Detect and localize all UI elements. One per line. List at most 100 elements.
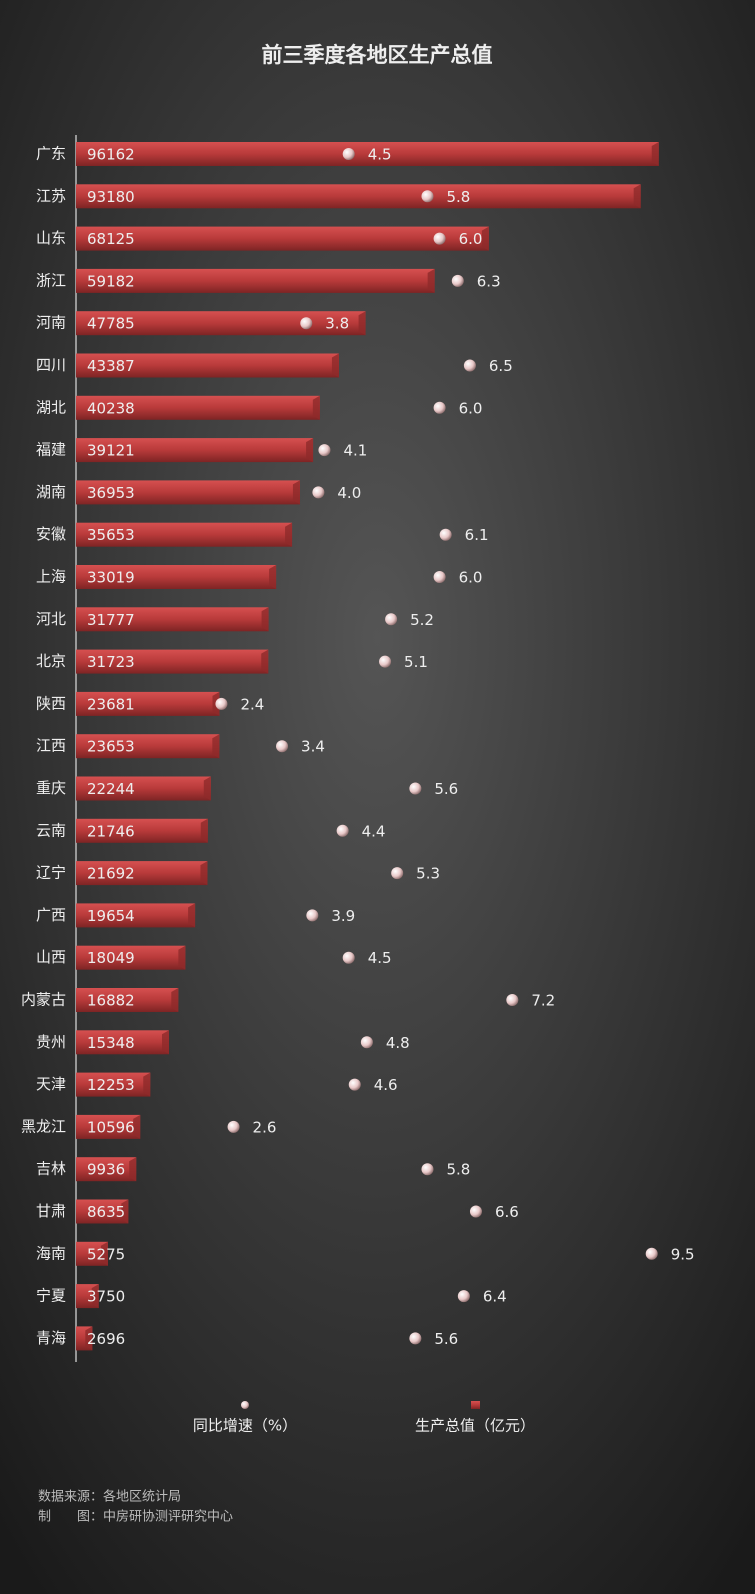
data-label: 2.4 xyxy=(240,695,264,713)
data-label: 6.0 xyxy=(459,399,483,417)
data-label: 22244 xyxy=(87,780,135,798)
y-tick-label: 四川 xyxy=(36,356,66,374)
bar-cap xyxy=(129,1157,137,1182)
y-tick-label: 内蒙古 xyxy=(21,991,66,1009)
data-label: 5.1 xyxy=(404,653,428,671)
data-label: 6.0 xyxy=(459,230,483,248)
data-label: 21746 xyxy=(87,822,135,840)
point xyxy=(409,782,422,795)
y-tick-label: 山西 xyxy=(36,948,66,966)
bar-cap xyxy=(91,1284,99,1309)
bar-cap xyxy=(121,1199,129,1224)
legend-marker xyxy=(241,1401,249,1409)
bar-cap xyxy=(331,353,339,378)
point xyxy=(469,1205,482,1218)
bar-cap xyxy=(312,395,320,420)
point xyxy=(421,190,434,203)
y-tick-label: 海南 xyxy=(36,1244,66,1262)
data-label: 10596 xyxy=(87,1118,135,1136)
point xyxy=(227,1120,240,1133)
data-label: 5.6 xyxy=(434,1330,458,1348)
credit-note: 制 图：中房研协测评研究中心 xyxy=(38,1509,233,1525)
point xyxy=(318,444,331,457)
y-tick-label: 贵州 xyxy=(36,1033,66,1051)
y-tick-label: 上海 xyxy=(36,568,66,586)
data-label: 4.5 xyxy=(368,146,392,164)
y-tick-label: 安徽 xyxy=(36,525,66,543)
bar-cap xyxy=(133,1114,141,1139)
y-tick-label: 辽宁 xyxy=(36,864,66,882)
y-tick-label: 山东 xyxy=(36,229,66,247)
bar xyxy=(76,691,220,716)
y-tick-label: 江苏 xyxy=(36,187,66,205)
point xyxy=(433,232,446,245)
data-label: 3.9 xyxy=(331,907,355,925)
point xyxy=(276,740,289,753)
bar xyxy=(76,268,435,293)
data-label: 4.5 xyxy=(368,949,392,967)
bar xyxy=(76,776,211,801)
point xyxy=(379,655,392,668)
data-label: 59182 xyxy=(87,272,135,290)
data-label: 47785 xyxy=(87,315,135,333)
data-label: 5275 xyxy=(87,1245,125,1263)
point xyxy=(385,613,398,626)
data-label: 35653 xyxy=(87,526,135,544)
y-tick-label: 江西 xyxy=(36,737,66,755)
bar-cap xyxy=(427,268,435,293)
bar xyxy=(76,649,269,674)
bar-cap xyxy=(285,522,293,547)
point xyxy=(451,274,464,287)
y-tick-label: 天津 xyxy=(36,1075,66,1093)
bar-cap xyxy=(261,607,269,632)
y-tick-label: 黑龙江 xyxy=(21,1117,66,1135)
data-label: 21692 xyxy=(87,865,135,883)
y-tick-label: 北京 xyxy=(36,652,66,670)
data-label: 23681 xyxy=(87,695,135,713)
data-label: 4.1 xyxy=(343,442,367,460)
point xyxy=(391,867,404,880)
bar xyxy=(76,311,366,336)
data-label: 6.6 xyxy=(495,1203,519,1221)
data-label: 68125 xyxy=(87,230,135,248)
bar xyxy=(76,861,208,886)
data-label: 5.8 xyxy=(446,1161,470,1179)
data-label: 39121 xyxy=(87,442,135,460)
point xyxy=(421,1163,434,1176)
data-label: 33019 xyxy=(87,569,135,587)
y-tick-label: 陕西 xyxy=(36,694,66,712)
bar-cap xyxy=(212,734,220,759)
data-label: 31723 xyxy=(87,653,135,671)
bar xyxy=(76,226,489,251)
y-tick-label: 重庆 xyxy=(36,779,66,797)
bar xyxy=(76,522,293,547)
point xyxy=(360,1036,373,1049)
y-tick-label: 河北 xyxy=(36,610,66,628)
data-label: 40238 xyxy=(87,399,135,417)
point xyxy=(463,359,476,372)
bar xyxy=(76,818,208,843)
bar xyxy=(76,480,300,505)
bar xyxy=(76,903,196,928)
data-label: 6.3 xyxy=(477,272,501,290)
data-label: 5.3 xyxy=(416,865,440,883)
bar-cap xyxy=(292,480,300,505)
point xyxy=(409,1332,422,1345)
bar xyxy=(76,1072,151,1097)
bar-cap xyxy=(651,142,659,166)
data-label: 6.4 xyxy=(483,1288,507,1306)
point xyxy=(433,571,446,583)
chart-title: 前三季度各地区生产总值 xyxy=(262,43,493,67)
bar-cap xyxy=(200,818,208,843)
data-label: 16882 xyxy=(87,992,135,1010)
data-label: 36953 xyxy=(87,484,135,502)
data-label: 6.1 xyxy=(465,526,489,544)
data-label: 3.8 xyxy=(325,315,349,333)
bar-cap xyxy=(188,903,196,928)
data-label: 4.0 xyxy=(337,484,361,502)
bar-cap xyxy=(261,649,269,674)
data-label: 2.6 xyxy=(253,1118,277,1136)
y-tick-label: 吉林 xyxy=(36,1160,66,1178)
y-tick-label: 河南 xyxy=(36,314,66,332)
bar-cap xyxy=(269,565,277,589)
